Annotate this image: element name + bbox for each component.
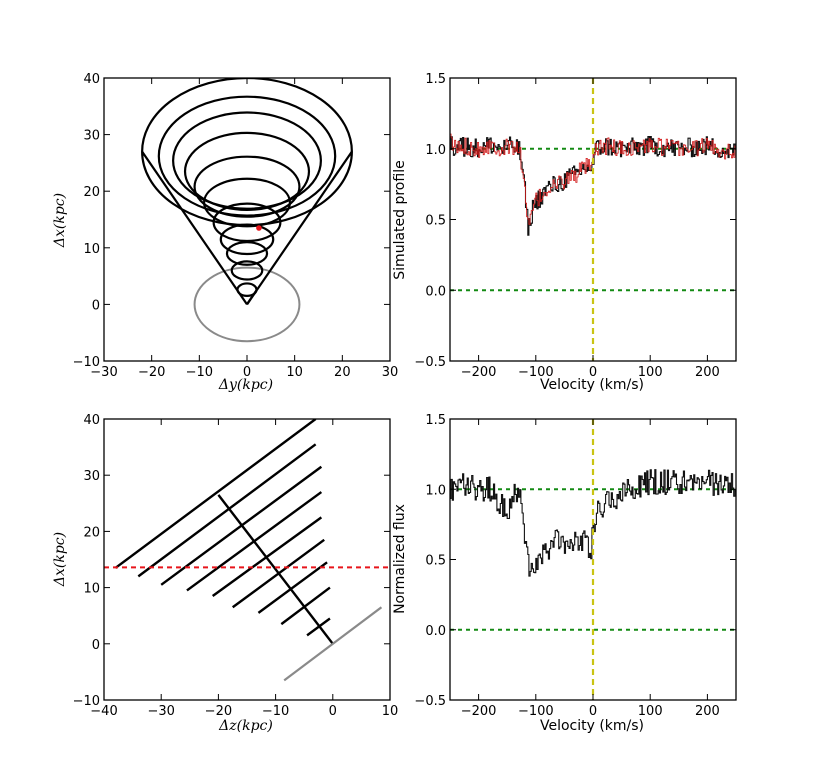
xlabel-top-right: Velocity (km/s) [540,377,644,393]
cone-slice-0 [114,419,317,569]
plot-area [104,419,390,682]
x-tick-label: −200 [461,704,497,719]
y-tick-label: 1.0 [425,483,446,498]
ylabel-top-left: Δx(kpc) [52,193,68,248]
sightline-point [256,225,262,231]
ylabel-bottom-left: Δx(kpc) [52,532,68,587]
panel-top-right: Simulated profile Velocity (km/s) −200 −1… [392,72,737,393]
panel-top-left: Δx(kpc) Δy(kpc) −30 −20 −10 0 10 20 30 −10 0 10 20… [52,72,398,393]
cone-edge-1 [246,150,353,306]
y-tick-label: 0 [92,298,100,313]
cone-slice-7 [280,586,331,626]
y-tick-label: 20 [83,185,100,200]
plot-area [450,419,736,700]
y-tick-label: −0.5 [414,355,446,370]
projection-ellipse-gray [193,266,301,343]
x-tick-label: 100 [638,704,663,719]
x-tick-label: 0 [243,365,251,380]
y-tick-label: 40 [83,72,100,87]
x-tick-label: −200 [461,365,497,380]
x-tick-label: −30 [90,365,117,380]
cone-ring-7 [219,223,275,256]
y-tick-label: 40 [83,413,100,428]
cone-slice-1 [137,443,317,578]
plot-area [450,78,736,361]
y-tick-label: 1.5 [425,413,446,428]
xlabel-bottom-right: Velocity (km/s) [540,718,644,734]
x-tick-label: 10 [286,365,303,380]
cone-ring-2 [172,111,322,210]
ylabel-bottom-right: Normalized flux [392,504,408,614]
cone-edge-0 [141,150,248,306]
y-tick-label: 30 [83,129,100,144]
y-tick-label: 1.5 [425,72,446,87]
y-tick-label: 10 [83,242,100,257]
y-tick-label: 0.5 [425,554,446,569]
cone-ring-9 [230,260,264,281]
x-tick-label: −100 [518,704,554,719]
axes-frame [103,418,391,701]
cone-ring-1 [157,95,337,217]
ylabel-top-right: Simulated profile [392,160,408,279]
y-tick-label: 20 [83,525,100,540]
x-tick-label: 0 [589,704,597,719]
y-tick-label: −10 [73,694,100,709]
x-tick-label: 200 [695,365,720,380]
panel-bottom-right: Normalized flux Velocity (km/s) −200 −100… [392,413,737,734]
cone-ring-3 [183,131,311,211]
y-tick-label: −0.5 [414,694,446,709]
x-tick-label: −10 [262,704,289,719]
xlabel-top-left: Δy(kpc) [218,377,273,393]
spectrum-line-red [450,133,736,225]
axes-frame [103,77,391,362]
y-tick-label: 30 [83,469,100,484]
cone-slice-6 [257,561,328,614]
x-tick-label: 20 [334,365,351,380]
x-tick-label: 30 [382,365,399,380]
y-tick-label: 1.0 [425,143,446,158]
x-tick-label: 100 [638,365,663,380]
x-tick-label: 0 [329,704,337,719]
y-tick-label: 0.0 [425,284,446,299]
x-tick-label: −30 [147,704,174,719]
x-tick-label: −20 [205,704,232,719]
y-tick-label: 10 [83,582,100,597]
y-tick-label: 0.0 [425,624,446,639]
cone-slice-9 [217,494,334,645]
cone-edge-2 [246,289,258,306]
y-tick-label: 0 [92,638,100,653]
y-tick-label: −10 [73,355,100,370]
x-tick-label: 0 [589,365,597,380]
x-tick-label: 200 [695,704,720,719]
x-tick-label: −40 [90,704,117,719]
y-tick-label: 0.5 [425,214,446,229]
plot-area [141,78,353,343]
x-tick-label: −20 [138,365,165,380]
xlabel-bottom-left: Δz(kpc) [218,718,273,734]
cone-ring-6 [212,202,282,243]
panel-bottom-left: Δx(kpc) Δz(kpc) −40 −30 −20 −10 0 10 −10 0 10 20 3… [52,413,398,734]
x-tick-label: −10 [186,365,213,380]
cone-ring-8 [225,241,269,266]
cone-ring-4 [193,155,301,218]
cone-ring-5 [203,177,292,228]
x-tick-label: 10 [382,704,399,719]
projection-line-gray [283,606,383,682]
x-tick-label: −100 [518,365,554,380]
